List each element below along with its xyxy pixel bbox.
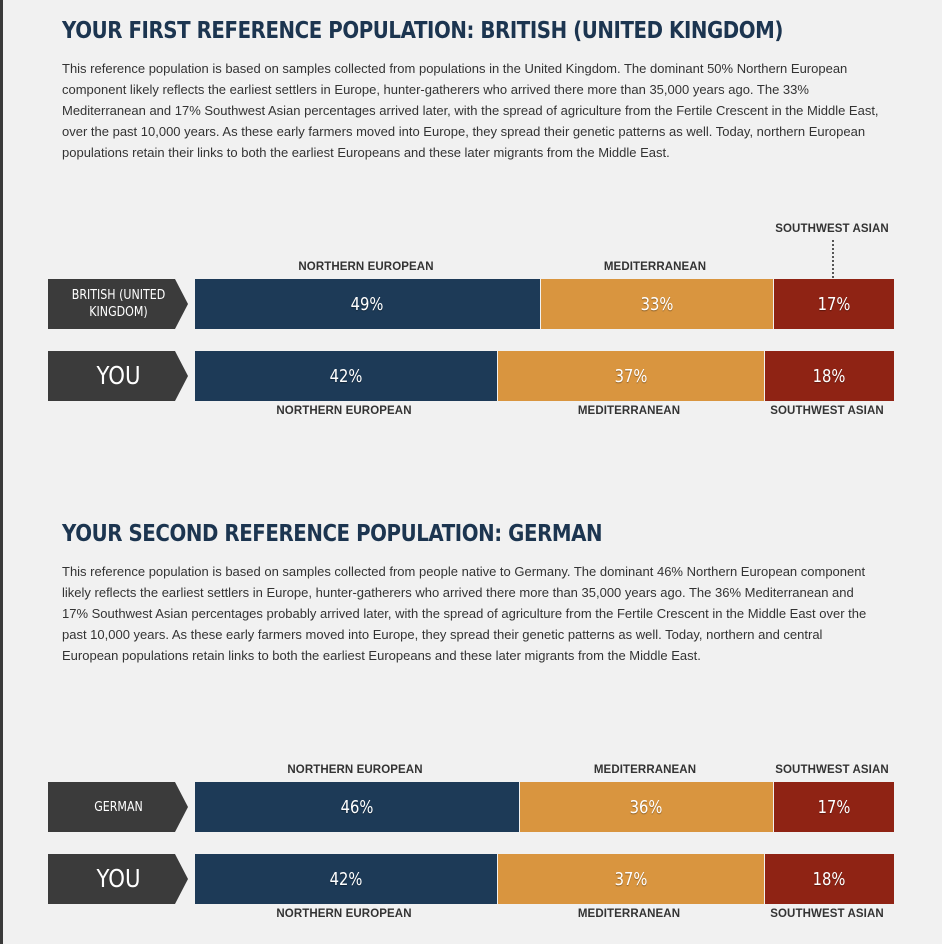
reference-population-tag: BRITISH (UNITED KINGDOM) (48, 279, 188, 329)
you-label: YOU (95, 864, 141, 893)
you-label-southwest-asian: SOUTHWEST ASIAN (770, 908, 884, 920)
bar-segment-southwest-asian: 17% (774, 782, 894, 832)
reference-population-tag: GERMAN (48, 782, 188, 832)
bar-segment-northern-european: 46% (195, 782, 520, 832)
section-description: This reference population is based on sa… (62, 61, 879, 160)
bar-value-label: 36% (630, 796, 663, 818)
you-bar: 42% 37% 18% (195, 854, 894, 904)
reference-bar: 46% 36% 17% (195, 782, 894, 832)
ref-label-mediterranean: MEDITERRANEAN (603, 261, 707, 273)
bar-segment-mediterranean: 37% (498, 351, 765, 401)
you-label-mediterranean: MEDITERRANEAN (577, 908, 681, 920)
you-label-southwest-asian: SOUTHWEST ASIAN (770, 405, 884, 417)
bar-segment-southwest-asian: 18% (765, 854, 894, 904)
bar-value-label: 17% (817, 293, 851, 315)
bar-segment-northern-european: 42% (195, 351, 498, 401)
bar-value-label: 18% (813, 365, 846, 387)
southwest-asian-leader-line (832, 240, 834, 278)
bar-value-label: 37% (614, 365, 648, 387)
you-tag: YOU (48, 351, 188, 401)
bar-segment-northern-european: 49% (195, 279, 541, 329)
ref-label-northern-european: NORTHERN EUROPEAN (287, 764, 423, 776)
ref-label-southwest-asian: SOUTHWEST ASIAN (775, 223, 889, 235)
bar-value-label: 18% (813, 868, 846, 890)
bar-segment-southwest-asian: 17% (774, 279, 894, 329)
bar-value-label: 37% (614, 868, 648, 890)
section-heading: YOUR FIRST REFERENCE POPULATION: BRITISH… (62, 18, 784, 44)
reference-population-name: GERMAN (93, 799, 143, 815)
bar-value-label: 42% (329, 868, 363, 890)
you-label: YOU (95, 361, 141, 390)
bar-segment-southwest-asian: 18% (765, 351, 894, 401)
ref-label-southwest-asian: SOUTHWEST ASIAN (775, 764, 889, 776)
reference-bar: 49% 33% 17% (195, 279, 894, 329)
you-tag: YOU (48, 854, 188, 904)
bar-value-label: 46% (340, 796, 374, 818)
bar-segment-mediterranean: 37% (498, 854, 765, 904)
reference-population-name: BRITISH (UNITED KINGDOM) (71, 288, 165, 320)
bar-value-label: 49% (351, 293, 384, 315)
you-label-mediterranean: MEDITERRANEAN (577, 405, 681, 417)
section-heading: YOUR SECOND REFERENCE POPULATION: GERMAN (62, 521, 603, 547)
left-edge-divider (0, 0, 3, 944)
bar-segment-mediterranean: 36% (520, 782, 774, 832)
bar-value-label: 33% (640, 293, 674, 315)
ref-label-northern-european: NORTHERN EUROPEAN (298, 261, 434, 273)
bar-value-label: 17% (817, 796, 851, 818)
you-bar: 42% 37% 18% (195, 351, 894, 401)
you-label-northern-european: NORTHERN EUROPEAN (276, 405, 412, 417)
bar-segment-northern-european: 42% (195, 854, 498, 904)
bar-segment-mediterranean: 33% (541, 279, 774, 329)
you-label-northern-european: NORTHERN EUROPEAN (276, 908, 412, 920)
bar-value-label: 42% (329, 365, 363, 387)
ref-label-mediterranean: MEDITERRANEAN (593, 764, 697, 776)
section-description: This reference population is based on sa… (62, 564, 867, 663)
